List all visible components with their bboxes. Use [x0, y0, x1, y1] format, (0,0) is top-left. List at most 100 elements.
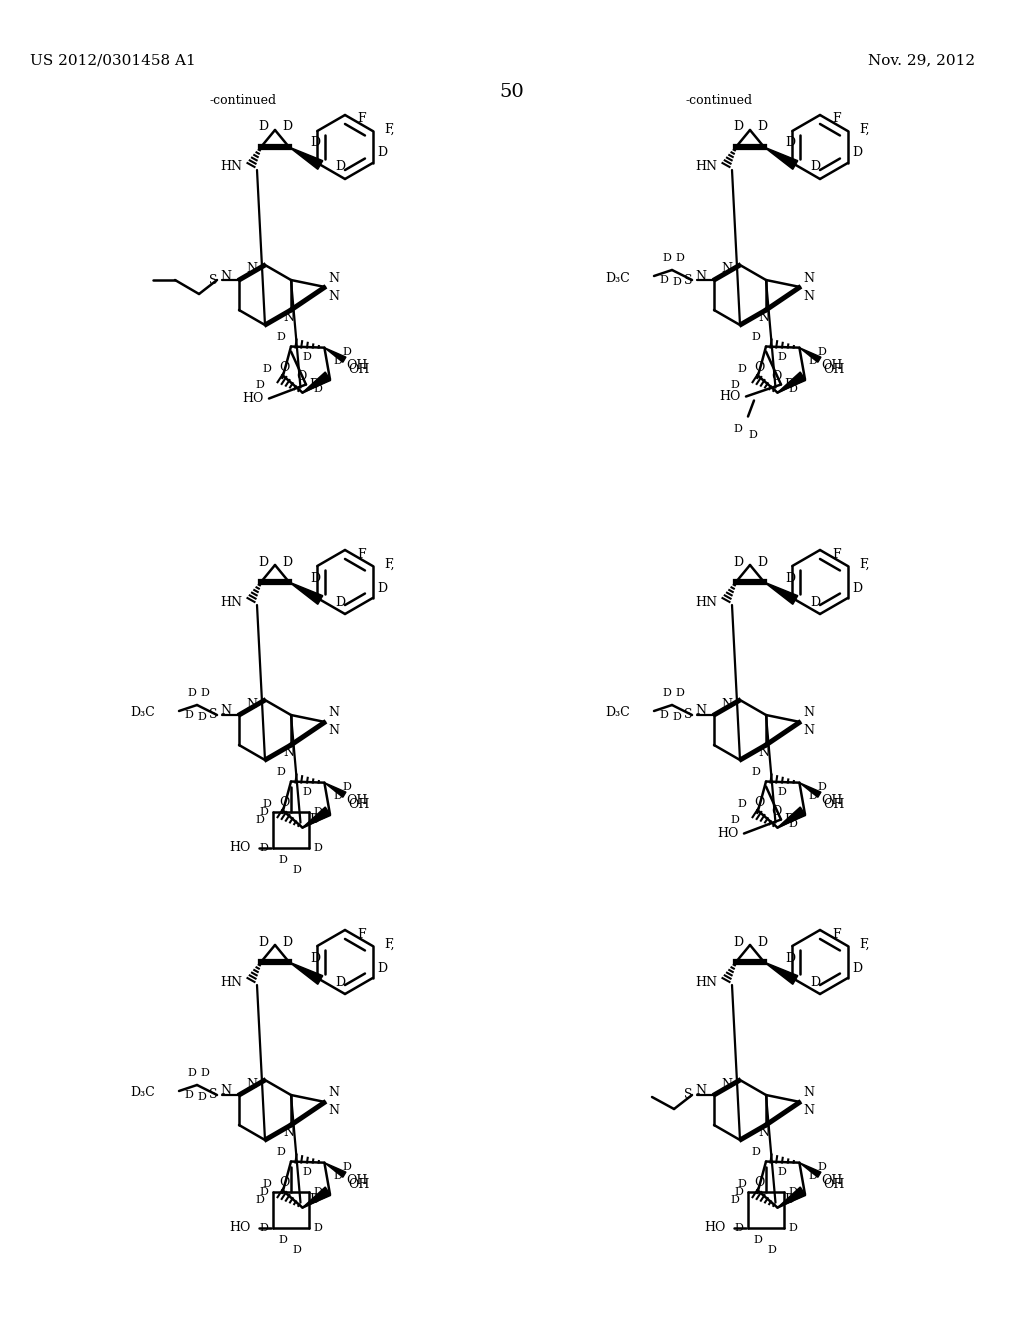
Text: D: D [256, 814, 265, 825]
Text: D: D [757, 936, 767, 949]
Polygon shape [764, 147, 798, 169]
Text: D: D [258, 936, 268, 949]
Text: N: N [220, 705, 231, 718]
Text: O: O [280, 1176, 290, 1189]
Text: OH: OH [823, 363, 845, 376]
Text: N: N [284, 746, 295, 759]
Text: HN: HN [220, 161, 242, 173]
Text: F,: F, [860, 557, 870, 570]
Text: D: D [313, 842, 323, 853]
Text: F,: F, [385, 937, 395, 950]
Text: D: D [817, 347, 825, 356]
Text: D: D [279, 854, 288, 865]
Text: D: D [676, 253, 684, 263]
Text: D: D [184, 710, 194, 719]
Text: D: D [731, 1195, 739, 1205]
Text: -continued: -continued [685, 94, 752, 107]
Text: D: D [768, 1245, 776, 1254]
Text: D: D [263, 799, 271, 809]
Text: D: D [785, 952, 796, 965]
Text: D: D [733, 556, 743, 569]
Text: D: D [853, 582, 863, 594]
Text: HN: HN [220, 975, 242, 989]
Text: N: N [329, 725, 340, 738]
Text: F: F [357, 112, 366, 125]
Text: D: D [817, 781, 825, 792]
Text: D: D [313, 384, 323, 393]
Text: D: D [335, 975, 345, 989]
Text: D: D [342, 347, 351, 356]
Text: D: D [809, 791, 817, 801]
Text: N: N [804, 1105, 814, 1118]
Polygon shape [325, 1163, 346, 1177]
Text: D: D [282, 120, 292, 133]
Text: D: D [334, 356, 342, 366]
Text: D: D [777, 787, 786, 796]
Text: F: F [831, 928, 841, 940]
Text: D: D [663, 688, 672, 698]
Text: D: D [738, 364, 746, 374]
Text: D: D [259, 1222, 268, 1233]
Text: D: D [810, 161, 820, 173]
Text: N: N [695, 269, 707, 282]
Text: O: O [771, 370, 781, 383]
Text: F,: F, [860, 937, 870, 950]
Text: N: N [804, 706, 814, 719]
Text: D: D [785, 136, 796, 149]
Text: OH: OH [346, 795, 368, 807]
Text: D: D [663, 253, 672, 263]
Text: N: N [329, 1105, 340, 1118]
Text: D: D [310, 136, 321, 149]
Text: HO: HO [229, 1221, 251, 1234]
Text: O: O [771, 805, 781, 818]
Text: D: D [187, 688, 197, 698]
Text: D: D [256, 1195, 265, 1205]
Text: D: D [258, 120, 268, 133]
Text: D₃C: D₃C [130, 1086, 155, 1100]
Text: S: S [683, 273, 692, 286]
Text: D: D [784, 1193, 795, 1206]
Text: D: D [256, 380, 265, 389]
Text: HO: HO [705, 1221, 726, 1234]
Text: D: D [259, 807, 268, 817]
Text: OH: OH [348, 1177, 370, 1191]
Text: D: D [302, 1167, 311, 1176]
Text: D: D [788, 818, 798, 829]
Polygon shape [289, 962, 323, 985]
Text: D: D [752, 331, 761, 342]
Text: N: N [329, 289, 340, 302]
Text: D: D [334, 1171, 342, 1181]
Polygon shape [800, 783, 821, 797]
Text: D: D [293, 865, 301, 875]
Text: D: D [733, 424, 742, 433]
Text: D₃C: D₃C [605, 272, 630, 285]
Text: D: D [309, 378, 319, 391]
Text: N: N [247, 1077, 257, 1090]
Polygon shape [777, 807, 806, 828]
Text: D: D [302, 351, 311, 362]
Text: O: O [755, 362, 765, 375]
Text: HN: HN [695, 975, 717, 989]
Text: D: D [302, 787, 311, 796]
Text: N: N [804, 272, 814, 285]
Text: N: N [804, 725, 814, 738]
Text: N: N [695, 1085, 707, 1097]
Text: N: N [220, 269, 231, 282]
Text: D: D [733, 936, 743, 949]
Text: D: D [279, 1234, 288, 1245]
Text: D: D [309, 813, 319, 826]
Text: D: D [310, 952, 321, 965]
Polygon shape [764, 582, 798, 605]
Text: F,: F, [385, 123, 395, 136]
Text: D: D [276, 1147, 286, 1156]
Text: D: D [263, 1179, 271, 1189]
Text: N: N [759, 746, 769, 759]
Text: HN: HN [695, 161, 717, 173]
Text: HN: HN [695, 595, 717, 609]
Text: OH: OH [823, 1177, 845, 1191]
Text: D: D [754, 1234, 763, 1245]
Text: OH: OH [346, 359, 368, 372]
Text: S: S [209, 273, 217, 286]
Text: OH: OH [823, 797, 845, 810]
Text: D: D [342, 1162, 351, 1172]
